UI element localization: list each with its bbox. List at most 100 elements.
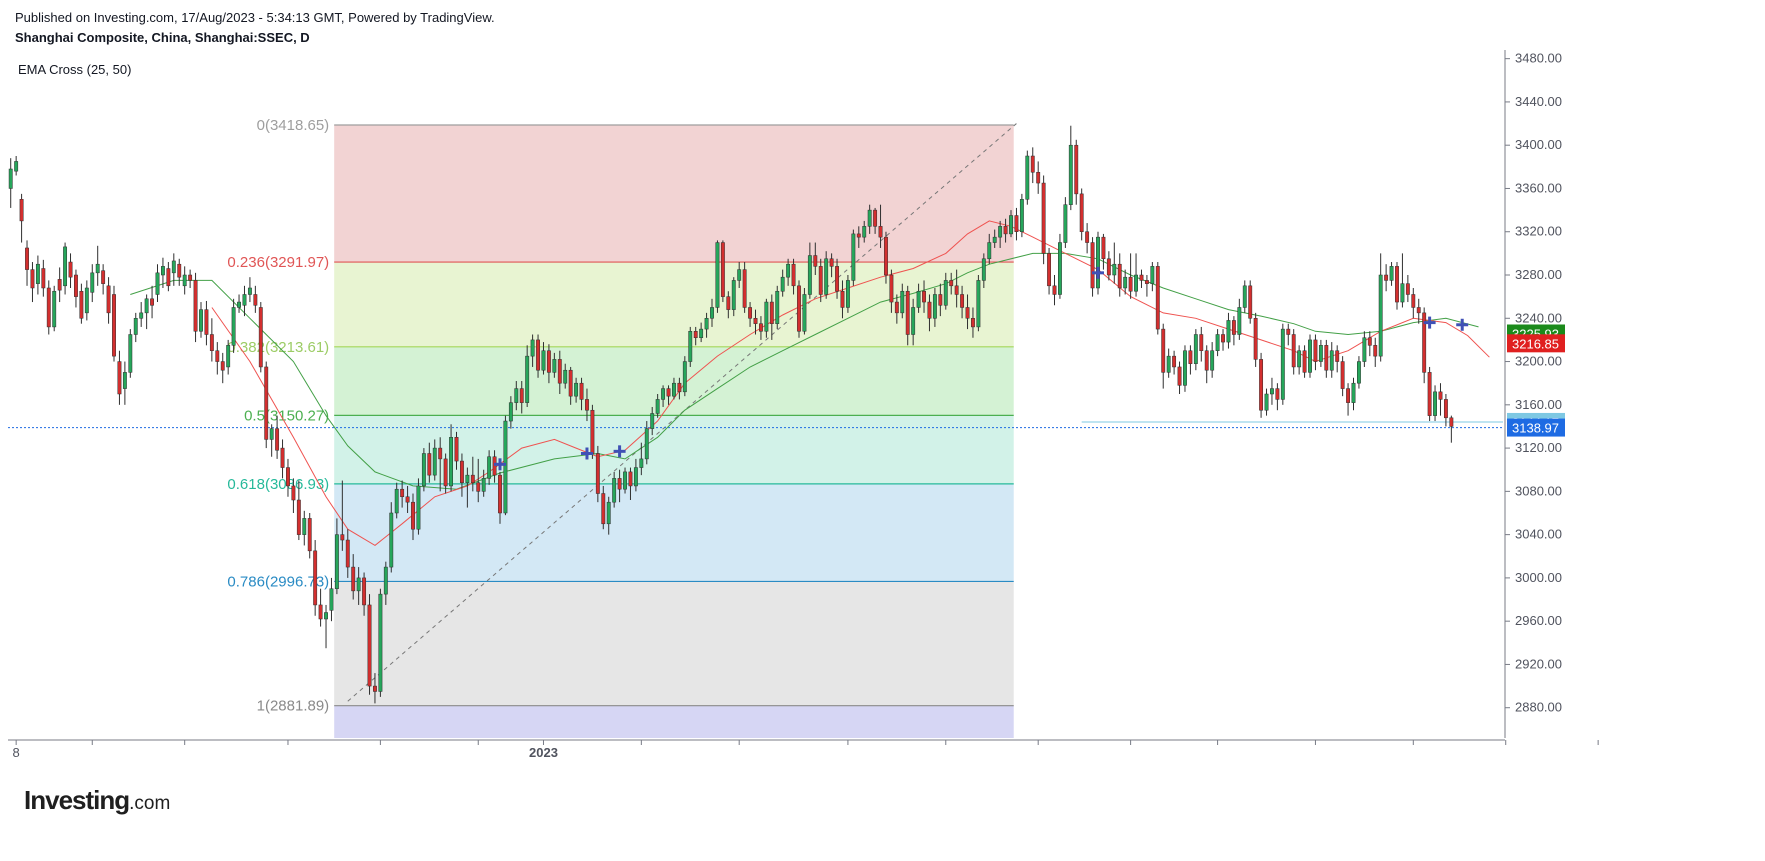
fib-label-0.5: 0.5(3150.27) (244, 407, 329, 424)
candle (1416, 298, 1421, 324)
candle (1253, 312, 1258, 367)
candle-body (943, 280, 948, 306)
candle (666, 385, 671, 405)
candle (155, 264, 160, 303)
candle-body (106, 285, 111, 314)
candle (1286, 323, 1291, 346)
candle (128, 329, 133, 378)
candle (552, 352, 557, 378)
candle-body (987, 242, 992, 260)
candle (449, 424, 453, 492)
candle (1101, 233, 1106, 270)
candle (1433, 385, 1437, 422)
candle (14, 156, 19, 176)
candle (672, 377, 676, 400)
price-tag: 3216.85 (1507, 334, 1565, 353)
candle (41, 259, 46, 297)
fib-zone-0 (334, 125, 1014, 263)
candle-body (938, 294, 943, 306)
candle (568, 366, 573, 405)
candle (318, 588, 323, 627)
candle (693, 326, 698, 346)
candle (623, 467, 627, 494)
candle-body (1123, 276, 1128, 289)
candle (1134, 253, 1138, 297)
candle-body (68, 261, 73, 278)
candle-body (1204, 350, 1209, 371)
candle-body (8, 168, 13, 189)
candle-body (1248, 285, 1253, 319)
candle-body (894, 301, 899, 314)
candle-body (922, 290, 926, 303)
candle-body (470, 474, 475, 483)
candle (296, 480, 301, 541)
candle (1373, 337, 1378, 367)
candle-body (644, 428, 649, 460)
ema-fast-line (211, 220, 1490, 547)
candle-body (427, 453, 432, 476)
candle-body (63, 246, 68, 287)
candle (720, 240, 725, 303)
candle (579, 377, 584, 411)
price-axis[interactable]: 2880.00 2920.00 2960.00 3000.00 3040.00 3080.… (1504, 50, 1562, 738)
fib-label-0.618: 0.618(3086.93) (227, 476, 329, 493)
candle (1422, 307, 1427, 384)
candle (1438, 383, 1443, 416)
candle-body (1177, 366, 1182, 386)
candle-body (209, 334, 214, 351)
candle (199, 302, 203, 338)
candle-body (802, 294, 807, 332)
candle-body (726, 296, 731, 310)
candle (835, 258, 839, 299)
candle-body (1329, 350, 1334, 371)
fib-label-0.236: 0.236(3291.97) (227, 254, 329, 271)
candle-body (552, 359, 557, 373)
candle (1117, 253, 1122, 297)
candle (432, 439, 437, 481)
candle (1389, 262, 1394, 286)
candle (1313, 334, 1318, 371)
candle (949, 272, 954, 295)
candle-body (1030, 155, 1035, 173)
candle (57, 267, 62, 303)
candle-body (818, 266, 823, 295)
candle-body (318, 604, 323, 620)
candle-body (329, 588, 334, 611)
candle-body (1242, 285, 1247, 308)
candle-body (682, 361, 687, 393)
candle-body (769, 301, 774, 324)
candle (639, 442, 644, 476)
candle (932, 287, 937, 327)
candle (1297, 345, 1302, 375)
candle (373, 673, 377, 704)
candle-body (356, 577, 361, 592)
candle-body (1275, 388, 1280, 400)
candle-body (1166, 355, 1171, 373)
candle-body (112, 294, 116, 357)
indicator-legend[interactable]: EMA Cross (25, 50) (18, 62, 132, 77)
candle (1166, 348, 1171, 378)
candle-body (971, 318, 975, 328)
candle (1204, 345, 1209, 384)
candle (677, 377, 682, 400)
candle (351, 554, 356, 600)
price-tick-label: 3000.00 (1515, 570, 1562, 585)
candle (133, 312, 138, 343)
candle-body (46, 287, 51, 328)
time-axis[interactable]: 8 2023 (8, 739, 1599, 760)
candle (313, 540, 318, 616)
candle-body (296, 499, 301, 535)
candle (938, 283, 943, 317)
logo-suffix: .com (129, 793, 171, 814)
candle-body (742, 269, 747, 308)
candle-body (1280, 328, 1285, 400)
candle-body (389, 512, 394, 568)
candle (759, 316, 763, 340)
candle (884, 231, 888, 284)
candle-body (1291, 334, 1296, 368)
candle (1248, 280, 1253, 324)
candle-body (720, 242, 725, 297)
candle (144, 294, 149, 330)
candle (971, 307, 975, 338)
